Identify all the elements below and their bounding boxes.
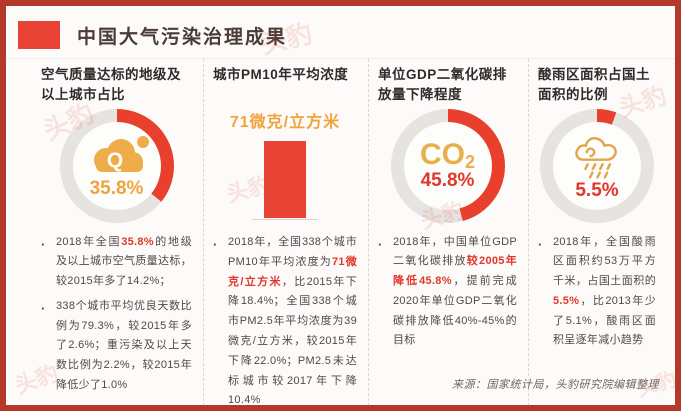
bullet-text: 2018年，中国单位GDP二氧化碳排放较2005年降低45.8%，提前完成202… [393, 235, 517, 347]
column-air-quality: 空气质量达标的地级及以上城市占比 Q [32, 59, 203, 405]
header-divider [6, 58, 675, 59]
donut-center: 5.5% [553, 122, 641, 210]
source-note: 来源：国家统计局，头豹研究院编辑整理 [452, 379, 659, 391]
donut-ring: CO2 45.8% [390, 109, 505, 223]
cloud-q-icon: Q [93, 135, 149, 172]
list-item: · 338个城市平均优良天数比例为79.3%，较2015年多了2.6%；重污染及… [41, 297, 192, 396]
rain-cloud-icon [575, 136, 617, 179]
column-pm10: 城市PM10年平均浓度 71微克/立方米 · 2018年，全国338个城市PM1… [203, 59, 368, 407]
percent-value: 5.5% [575, 179, 619, 201]
cloud-letter: Q [106, 149, 122, 172]
bullet-marker: · [378, 236, 383, 252]
pm10-bar-chart: 71微克/立方米 [213, 105, 357, 227]
page-title: 中国大气污染治理成果 [77, 26, 288, 48]
bullet-text: 338个城市平均优良天数比例为79.3%，较2015年多了2.6%；重污染及以上… [56, 299, 192, 392]
acid-rain-donut-chart: 5.5% [538, 106, 656, 227]
percent-value: 35.8% [89, 177, 144, 199]
bullet-list: · 2018年，全国338个城市PM10年平均浓度为71微克/立方米，比2015… [213, 233, 357, 407]
column-acid-rain: 酸雨区面积占国土面积的比例 [528, 59, 667, 405]
bullet-list: · 2018年全国35.8%的地级及以上城市空气质量达标，较2015年多了14.… [41, 233, 192, 401]
bullet-marker: · [213, 237, 218, 252]
list-item: · 2018年，全国酸雨区面积约53万平方千米，占国土面积的5.5%，比2013… [538, 233, 656, 352]
bar-baseline [252, 219, 318, 220]
bullet-marker: · [538, 236, 543, 252]
co2-donut-chart: CO2 45.8% [378, 106, 517, 227]
donut-ring: 5.5% [540, 109, 654, 223]
bullet-marker: · [41, 300, 46, 316]
column-heading: 单位GDP二氧化碳排放量下降程度 [378, 67, 507, 103]
column-heading: 城市PM10年平均浓度 [213, 67, 349, 82]
list-item: · 2018年，全国338个城市PM10年平均浓度为71微克/立方米，比2015… [213, 233, 357, 407]
list-item: · 2018年全国35.8%的地级及以上城市空气质量达标，较2015年多了14.… [41, 233, 192, 292]
columns-grid: 空气质量达标的地级及以上城市占比 Q [32, 59, 667, 407]
column-heading: 空气质量达标的地级及以上城市占比 [41, 67, 181, 103]
bullet-text: 2018年，全国338个城市PM10年平均浓度为71微克/立方米，比2015年下… [228, 236, 357, 407]
donut-ring: Q 35.8% [59, 109, 174, 223]
title-accent-block [18, 21, 60, 49]
column-heading: 酸雨区面积占国土面积的比例 [538, 67, 650, 103]
donut-center: CO2 45.8% [403, 122, 492, 210]
percent-value: 45.8% [420, 170, 475, 192]
bullet-text: 2018年，全国酸雨区面积约53万平方千米，占国土面积的5.5%，比2013年少… [553, 235, 656, 347]
list-item: · 2018年，中国单位GDP二氧化碳排放较2005年降低45.8%，提前完成2… [378, 233, 517, 352]
header: 中国大气污染治理成果 [18, 21, 287, 49]
co2-label: CO2 [419, 138, 475, 173]
air-quality-donut-chart: Q 35.8% [41, 106, 192, 227]
column-co2: 单位GDP二氧化碳排放量下降程度 CO2 45.8% · 2018年，中国单位G… [368, 59, 528, 405]
bullet-list: · 2018年，全国酸雨区面积约53万平方千米，占国土面积的5.5%，比2013… [538, 233, 656, 357]
bullet-list: · 2018年，中国单位GDP二氧化碳排放较2005年降低45.8%，提前完成2… [378, 233, 517, 357]
pm10-bar [264, 141, 306, 218]
bullet-marker: · [41, 236, 46, 252]
donut-center: Q 35.8% [72, 122, 161, 210]
bullet-text: 2018年全国35.8%的地级及以上城市空气质量达标，较2015年多了14.2%… [56, 235, 192, 288]
bar-value-label: 71微克/立方米 [229, 114, 341, 131]
